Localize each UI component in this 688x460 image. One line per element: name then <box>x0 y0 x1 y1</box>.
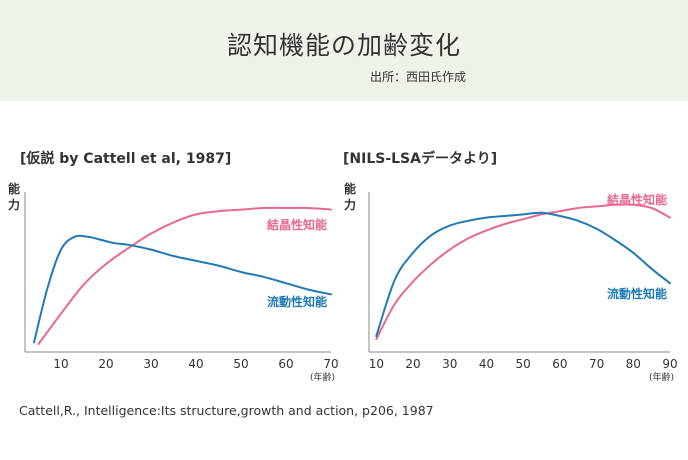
citation: Cattell,R., Intelligence:Its structure,g… <box>19 403 434 418</box>
series-line-crystallized <box>375 203 671 341</box>
x-axis-label: (年齢) <box>310 371 335 383</box>
chart-left-title: [仮説 by Cattell et al, 1987] <box>20 151 232 167</box>
x-tick-label: 90 <box>662 357 677 371</box>
x-tick-label: 80 <box>626 357 641 371</box>
x-tick-label: 30 <box>442 357 457 371</box>
page-title: 認知機能の加齢変化 <box>226 31 461 60</box>
series-label-fluid: 流動性知能 <box>607 286 667 301</box>
series-line-fluid <box>375 211 671 337</box>
x-tick-label: 10 <box>369 357 384 371</box>
x-tick-label: 70 <box>589 357 604 371</box>
series-label-crystallized: 結晶性知能 <box>607 192 667 207</box>
chart-right-title: [NILS-LSAデータより] <box>343 151 498 167</box>
y-axis-label-char: 能 <box>344 181 356 196</box>
y-axis-label-char: 力 <box>344 197 356 212</box>
x-tick-label: 20 <box>98 357 113 371</box>
series-line-crystallized <box>37 206 332 345</box>
x-tick-label: 50 <box>516 357 531 371</box>
header-band <box>0 0 688 101</box>
x-tick-label: 40 <box>188 357 203 371</box>
x-tick-label: 60 <box>278 357 293 371</box>
x-tick-label: 30 <box>143 357 158 371</box>
x-tick-label: 60 <box>552 357 567 371</box>
source-note: 出所：西田氏作成 <box>369 70 466 84</box>
x-axis-label: (年齢) <box>649 371 674 383</box>
x-tick-label: 10 <box>53 357 68 371</box>
x-tick-label: 50 <box>233 357 248 371</box>
y-axis-label-char: 力 <box>8 197 20 212</box>
series-label-fluid: 流動性知能 <box>267 294 327 309</box>
y-axis-label-char: 能 <box>8 181 20 196</box>
x-tick-label: 40 <box>479 357 494 371</box>
series-label-crystallized: 結晶性知能 <box>267 217 327 232</box>
x-tick-label: 20 <box>405 357 420 371</box>
series-line-fluid <box>33 234 332 344</box>
x-tick-label: 70 <box>323 357 338 371</box>
